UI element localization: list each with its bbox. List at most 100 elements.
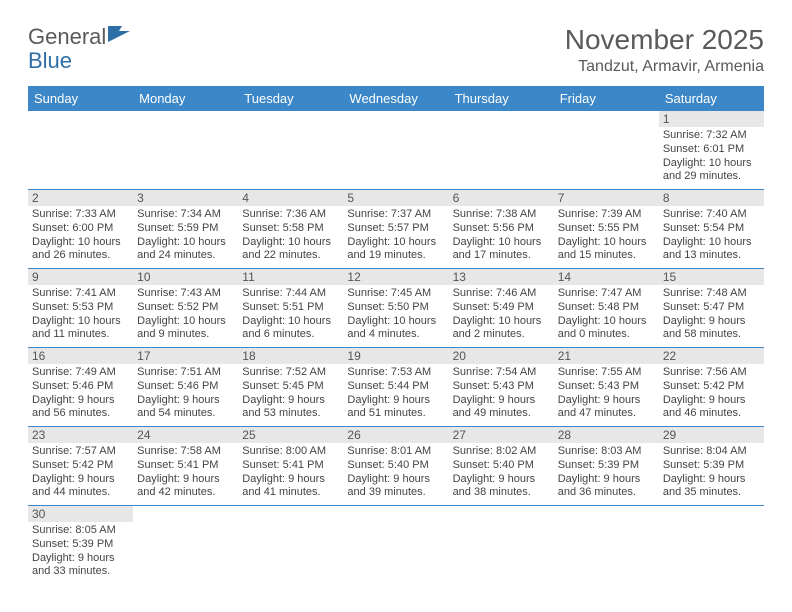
daylight-text: Daylight: 9 hours and 36 minutes. [558, 473, 655, 501]
sunrise-text: Sunrise: 8:04 AM [663, 445, 760, 459]
day-cell: 17Sunrise: 7:51 AMSunset: 5:46 PMDayligh… [133, 348, 238, 427]
daylight-text: Daylight: 10 hours and 13 minutes. [663, 236, 760, 264]
empty-cell [133, 506, 238, 585]
sunset-text: Sunset: 5:40 PM [347, 459, 444, 473]
daylight-text: Daylight: 10 hours and 6 minutes. [242, 315, 339, 343]
calendar-row: 16Sunrise: 7:49 AMSunset: 5:46 PMDayligh… [28, 348, 764, 427]
daylight-text: Daylight: 10 hours and 2 minutes. [453, 315, 550, 343]
day-info: Sunrise: 7:37 AMSunset: 5:57 PMDaylight:… [347, 208, 444, 263]
day-number: 21 [554, 348, 659, 364]
empty-cell [659, 506, 764, 585]
day-cell: 27Sunrise: 8:02 AMSunset: 5:40 PMDayligh… [449, 427, 554, 506]
sunrise-text: Sunrise: 8:01 AM [347, 445, 444, 459]
sunrise-text: Sunrise: 7:39 AM [558, 208, 655, 222]
sunrise-text: Sunrise: 7:44 AM [242, 287, 339, 301]
day-number: 20 [449, 348, 554, 364]
day-cell: 4Sunrise: 7:36 AMSunset: 5:58 PMDaylight… [238, 190, 343, 269]
sunrise-text: Sunrise: 7:33 AM [32, 208, 129, 222]
day-number: 8 [659, 190, 764, 206]
empty-cell [449, 506, 554, 585]
empty-cell [554, 506, 659, 585]
day-info: Sunrise: 7:43 AMSunset: 5:52 PMDaylight:… [137, 287, 234, 342]
day-number: 29 [659, 427, 764, 443]
header: General November 2025 Tandzut, Armavir, … [28, 24, 764, 76]
weekday-header: Thursday [449, 86, 554, 111]
weekday-header: Friday [554, 86, 659, 111]
day-number: 4 [238, 190, 343, 206]
day-info: Sunrise: 7:52 AMSunset: 5:45 PMDaylight:… [242, 366, 339, 421]
day-info: Sunrise: 7:56 AMSunset: 5:42 PMDaylight:… [663, 366, 760, 421]
daylight-text: Daylight: 9 hours and 46 minutes. [663, 394, 760, 422]
day-info: Sunrise: 7:47 AMSunset: 5:48 PMDaylight:… [558, 287, 655, 342]
day-cell: 30 Sunrise: 8:05 AMSunset: 5:39 PMDayligh… [28, 506, 133, 585]
flag-icon [108, 26, 130, 42]
weekday-header: Sunday [28, 86, 133, 111]
day-number: 1 [659, 111, 764, 127]
day-number: 13 [449, 269, 554, 285]
sunset-text: Sunset: 5:48 PM [558, 301, 655, 315]
sunrise-text: Sunrise: 7:36 AM [242, 208, 339, 222]
sunset-text: Sunset: 5:59 PM [137, 222, 234, 236]
sunrise-text: Sunrise: 7:37 AM [347, 208, 444, 222]
daylight-text: Daylight: 10 hours and 4 minutes. [347, 315, 444, 343]
logo-text-2: Blue [28, 48, 72, 74]
day-cell: 1Sunrise: 7:32 AMSunset: 6:01 PMDaylight… [659, 111, 764, 190]
day-number: 7 [554, 190, 659, 206]
day-info: Sunrise: 8:05 AMSunset: 5:39 PMDaylight:… [32, 524, 129, 579]
daylight-text: Daylight: 9 hours and 38 minutes. [453, 473, 550, 501]
day-info: Sunrise: 7:39 AMSunset: 5:55 PMDaylight:… [558, 208, 655, 263]
sunrise-text: Sunrise: 7:52 AM [242, 366, 339, 380]
location: Tandzut, Armavir, Armenia [565, 58, 764, 76]
sunset-text: Sunset: 5:58 PM [242, 222, 339, 236]
weekday-header: Wednesday [343, 86, 448, 111]
day-info: Sunrise: 7:45 AMSunset: 5:50 PMDaylight:… [347, 287, 444, 342]
sunset-text: Sunset: 5:39 PM [32, 538, 129, 552]
day-number: 30 [28, 506, 133, 522]
sunrise-text: Sunrise: 7:56 AM [663, 366, 760, 380]
day-cell: 20Sunrise: 7:54 AMSunset: 5:43 PMDayligh… [449, 348, 554, 427]
day-number: 15 [659, 269, 764, 285]
daylight-text: Daylight: 10 hours and 26 minutes. [32, 236, 129, 264]
calendar-table: SundayMondayTuesdayWednesdayThursdayFrid… [28, 86, 764, 584]
logo-text-1: General [28, 24, 106, 50]
sunrise-text: Sunrise: 7:43 AM [137, 287, 234, 301]
day-cell: 23Sunrise: 7:57 AMSunset: 5:42 PMDayligh… [28, 427, 133, 506]
day-number: 5 [343, 190, 448, 206]
day-info: Sunrise: 7:51 AMSunset: 5:46 PMDaylight:… [137, 366, 234, 421]
calendar-row: 30 Sunrise: 8:05 AMSunset: 5:39 PMDayligh… [28, 506, 764, 585]
sunrise-text: Sunrise: 8:03 AM [558, 445, 655, 459]
day-info: Sunrise: 7:34 AMSunset: 5:59 PMDaylight:… [137, 208, 234, 263]
sunrise-text: Sunrise: 8:02 AM [453, 445, 550, 459]
day-info: Sunrise: 7:49 AMSunset: 5:46 PMDaylight:… [32, 366, 129, 421]
day-info: Sunrise: 7:58 AMSunset: 5:41 PMDaylight:… [137, 445, 234, 500]
sunset-text: Sunset: 5:51 PM [242, 301, 339, 315]
sunset-text: Sunset: 5:53 PM [32, 301, 129, 315]
day-cell: 18Sunrise: 7:52 AMSunset: 5:45 PMDayligh… [238, 348, 343, 427]
sunset-text: Sunset: 5:46 PM [137, 380, 234, 394]
day-number: 12 [343, 269, 448, 285]
day-cell: 25Sunrise: 8:00 AMSunset: 5:41 PMDayligh… [238, 427, 343, 506]
daylight-text: Daylight: 10 hours and 9 minutes. [137, 315, 234, 343]
day-cell: 24Sunrise: 7:58 AMSunset: 5:41 PMDayligh… [133, 427, 238, 506]
sunset-text: Sunset: 5:44 PM [347, 380, 444, 394]
day-cell: 2Sunrise: 7:33 AMSunset: 6:00 PMDaylight… [28, 190, 133, 269]
empty-cell [133, 111, 238, 190]
sunset-text: Sunset: 5:39 PM [663, 459, 760, 473]
daylight-text: Daylight: 10 hours and 29 minutes. [663, 157, 760, 185]
sunrise-text: Sunrise: 7:47 AM [558, 287, 655, 301]
sunrise-text: Sunrise: 7:51 AM [137, 366, 234, 380]
day-info: Sunrise: 7:46 AMSunset: 5:49 PMDaylight:… [453, 287, 550, 342]
day-cell: 6Sunrise: 7:38 AMSunset: 5:56 PMDaylight… [449, 190, 554, 269]
day-cell: 15Sunrise: 7:48 AMSunset: 5:47 PMDayligh… [659, 269, 764, 348]
calendar-row: 9Sunrise: 7:41 AMSunset: 5:53 PMDaylight… [28, 269, 764, 348]
day-cell: 29 Sunrise: 8:04 AMSunset: 5:39 PMDayligh… [659, 427, 764, 506]
day-info: Sunrise: 7:41 AMSunset: 5:53 PMDaylight:… [32, 287, 129, 342]
empty-cell [554, 111, 659, 190]
day-number: 25 [238, 427, 343, 443]
sunrise-text: Sunrise: 7:55 AM [558, 366, 655, 380]
day-info: Sunrise: 7:53 AMSunset: 5:44 PMDaylight:… [347, 366, 444, 421]
day-info: Sunrise: 8:04 AMSunset: 5:39 PMDaylight:… [663, 445, 760, 500]
day-cell: 13 Sunrise: 7:46 AMSunset: 5:49 PMDayligh… [449, 269, 554, 348]
weekday-header: Tuesday [238, 86, 343, 111]
sunset-text: Sunset: 5:52 PM [137, 301, 234, 315]
